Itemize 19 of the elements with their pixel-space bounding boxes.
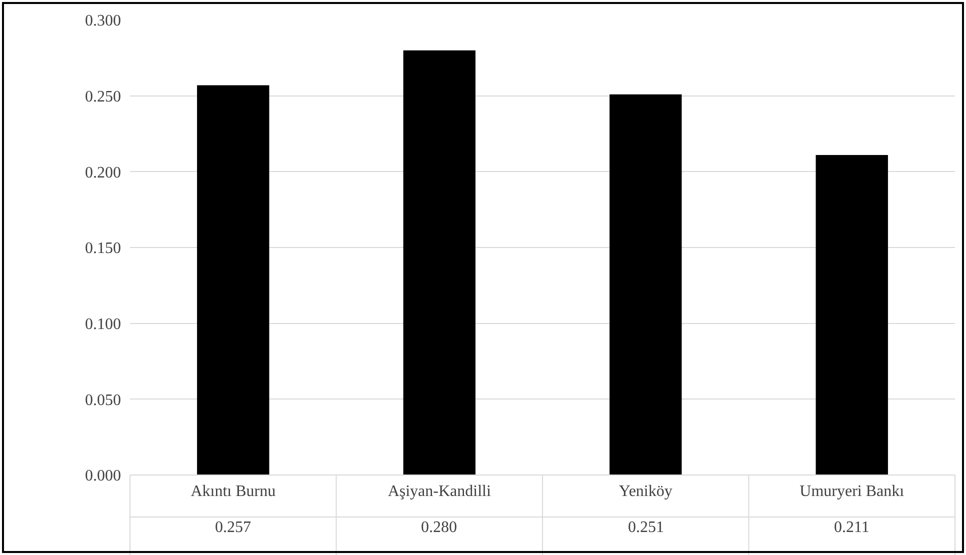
y-tick-label: 0.200 <box>85 164 121 182</box>
bar <box>403 50 476 475</box>
y-tick-label: 0.300 <box>85 12 121 30</box>
data-label: 0.251 <box>628 519 664 536</box>
bar <box>197 85 270 475</box>
y-tick-label: 0.250 <box>85 88 121 106</box>
x-tick-label: Umuryeri Bankı <box>800 483 905 500</box>
data-label: 0.211 <box>834 519 870 536</box>
y-tick-label: 0.100 <box>85 316 121 333</box>
x-tick-label: Akıntı Burnu <box>190 483 276 500</box>
x-tick-label: Yeniköy <box>618 483 672 500</box>
data-label: 0.280 <box>421 519 457 536</box>
x-tick-label: Aşiyan-Kandilli <box>388 483 492 500</box>
y-tick-label: 0.050 <box>85 392 121 409</box>
y-tick-label: 0.150 <box>85 240 121 258</box>
bar <box>610 94 682 475</box>
y-tick-label: 0.000 <box>85 468 121 485</box>
bar <box>816 154 888 475</box>
data-label: 0.257 <box>215 519 251 536</box>
